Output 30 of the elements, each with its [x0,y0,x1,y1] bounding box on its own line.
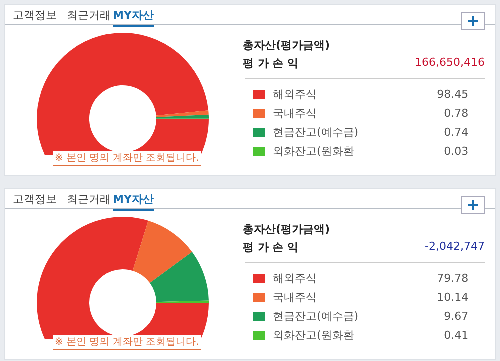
data-label: 0.74 [443,125,469,141]
legend-label: 국내주식 [272,106,318,122]
data-label: 10.14 [436,290,469,306]
legend-label: 외화잔고(원화환 [272,144,356,160]
text: MY자산 [113,192,154,211]
text: 총자산(평가금액) [243,38,330,53]
data-label: 79.78 [436,271,469,287]
text: 총자산(평가금액) [243,222,330,237]
text: 최근거래 [67,192,111,207]
data-label: 0.78 [443,106,469,122]
text: 고객정보 [13,8,57,23]
text: 고객정보 [13,192,57,207]
legend-label: 해외주식 [272,87,318,103]
text: MY자산 [113,8,154,27]
data-label: 0.41 [443,328,469,344]
text: ※ 본인 명의 계좌만 조회됩니다. [53,335,202,350]
legend-label: 현금잔고(예수금) [272,309,359,325]
text: 166,650,416 [415,56,485,69]
text: 평 가 손 익 [243,56,298,71]
text: 평 가 손 익 [243,240,298,255]
data-label: 9.67 [443,309,469,325]
legend-label: 외화잔고(원화환 [272,328,356,344]
legend-label: 국내주식 [272,290,318,306]
text: -2,042,747 [425,240,485,253]
text: ※ 본인 명의 계좌만 조회됩니다. [53,151,202,166]
data-label: 0.03 [443,144,469,160]
legend-label: 해외주식 [272,271,318,287]
data-label: 98.45 [436,87,469,103]
legend-label: 현금잔고(예수금) [272,125,359,141]
text: 최근거래 [67,8,111,23]
